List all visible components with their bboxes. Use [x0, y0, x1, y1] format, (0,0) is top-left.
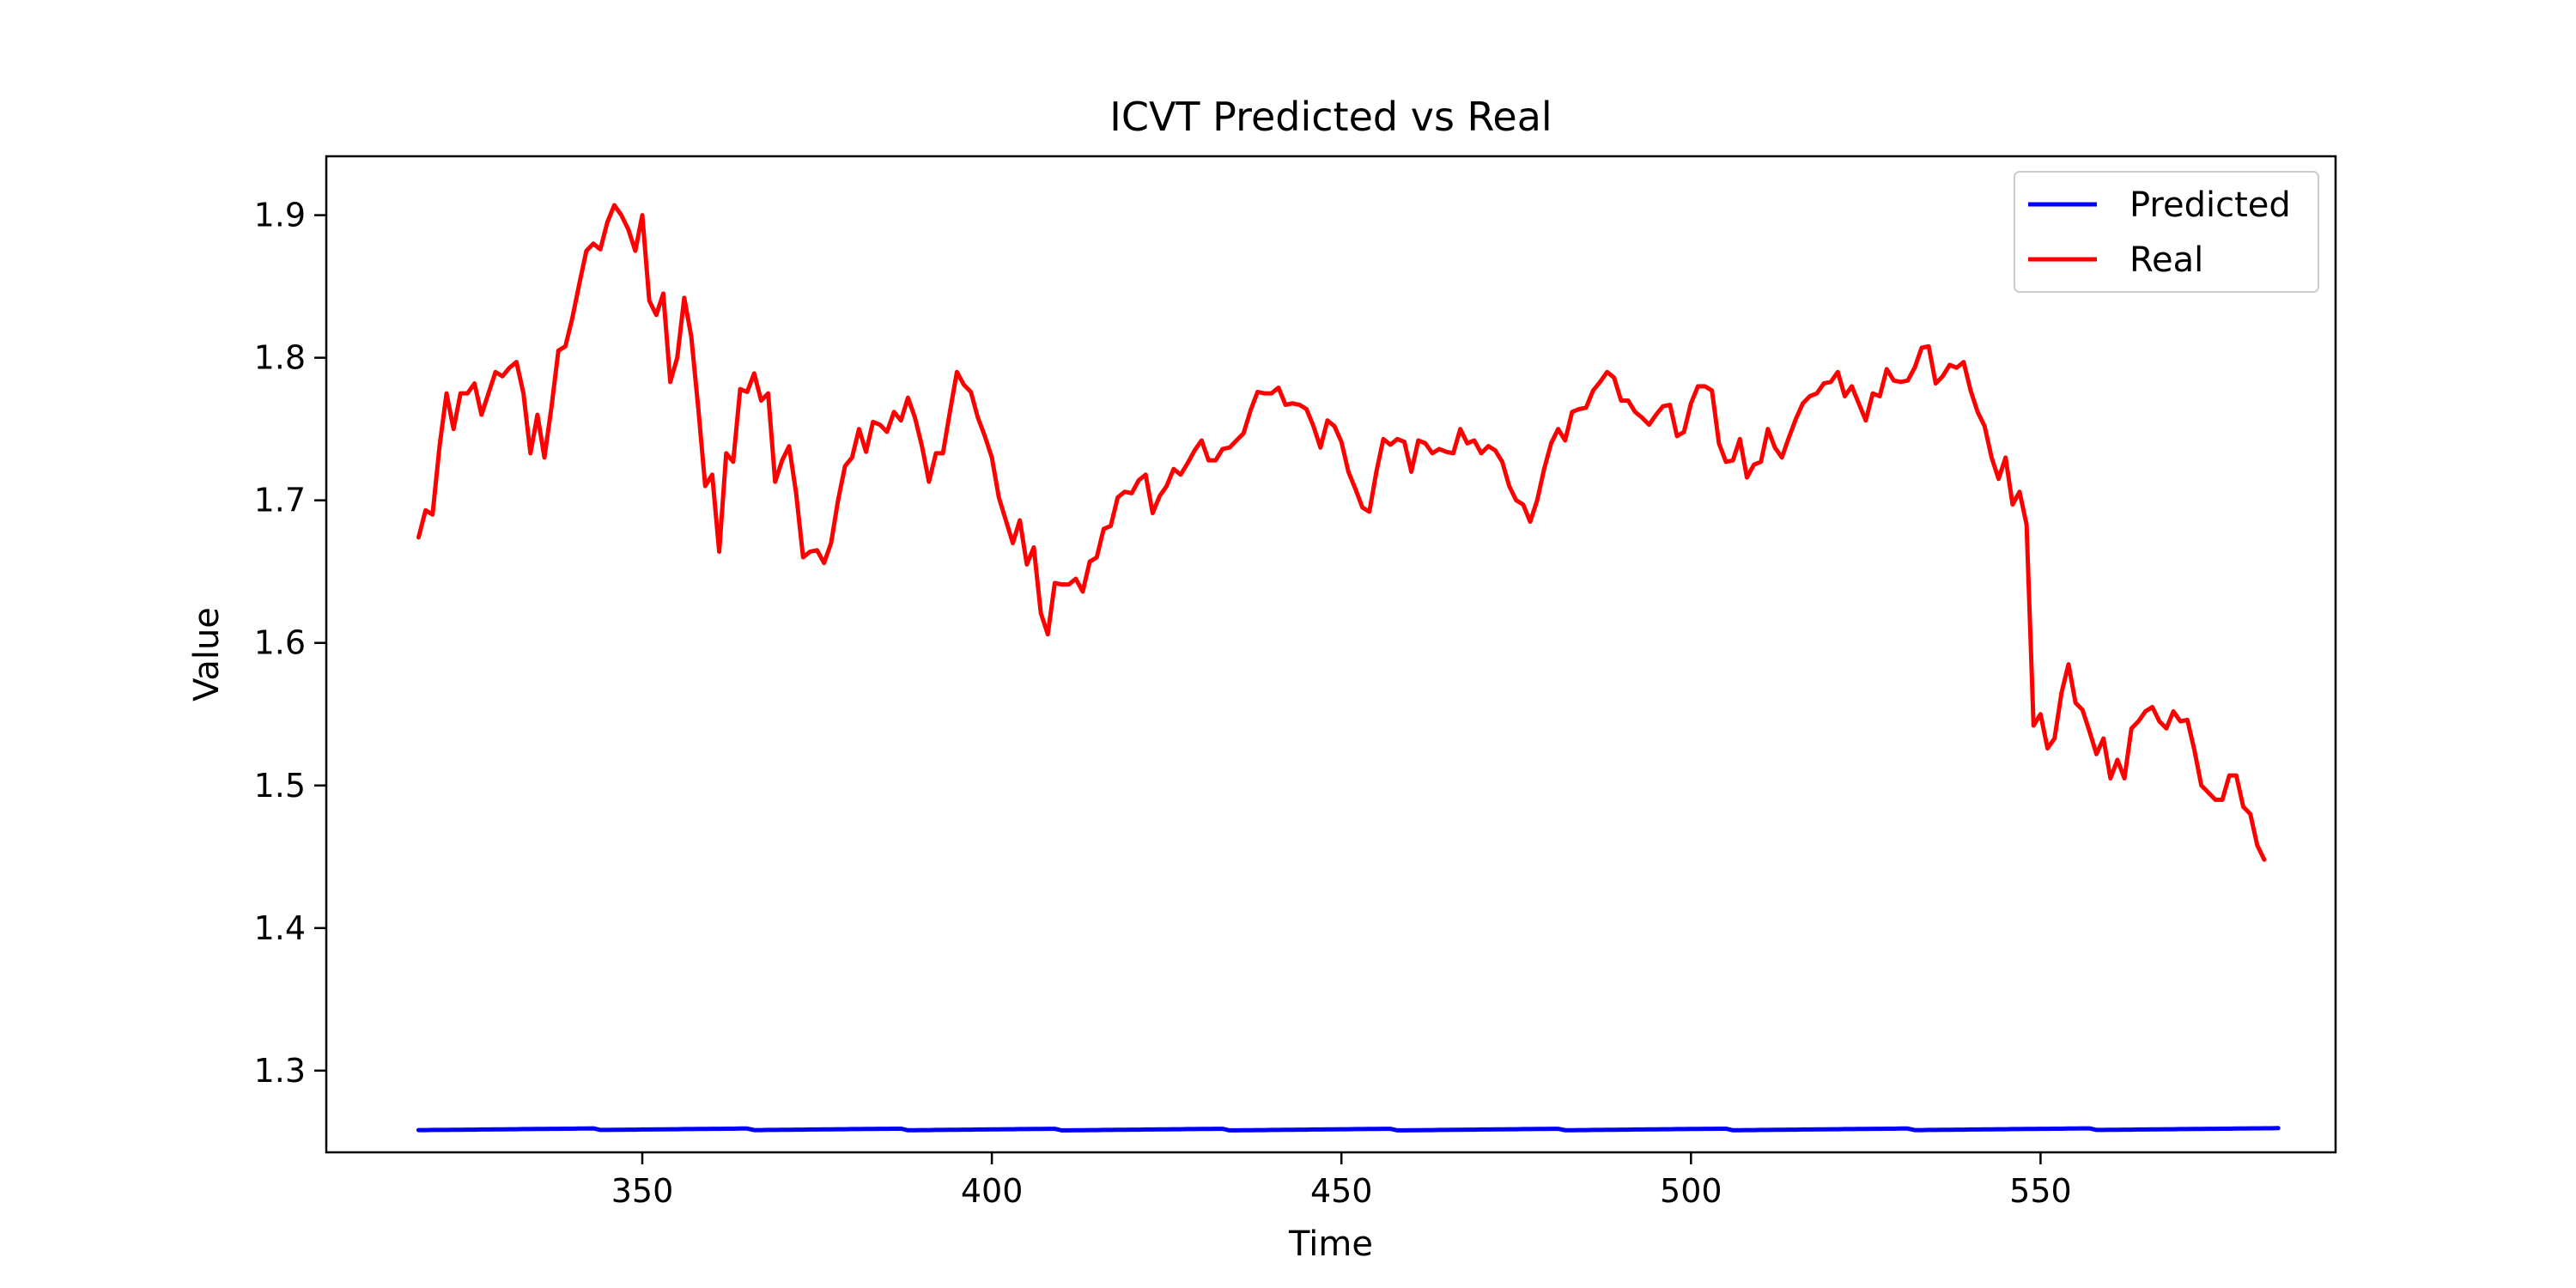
y-tick-label: 1.4 [254, 909, 306, 947]
x-tick-label: 350 [611, 1172, 674, 1210]
y-tick-label: 1.6 [254, 624, 306, 662]
legend-label-predicted: Predicted [2129, 185, 2291, 225]
legend-label-real: Real [2129, 240, 2203, 280]
legend: Predicted Real [2014, 171, 2319, 293]
x-axis-label: Time [1288, 1224, 1373, 1264]
x-tick-label: 500 [1660, 1172, 1722, 1210]
legend-box [2014, 171, 2319, 293]
y-tick-label: 1.5 [254, 767, 306, 805]
y-tick-label: 1.9 [254, 197, 306, 234]
x-tick-label: 450 [1310, 1172, 1373, 1210]
plot-area [416, 203, 2281, 1133]
chart-title: ICVT Predicted vs Real [1109, 94, 1552, 140]
y-tick-label: 1.7 [254, 482, 306, 519]
y-axis-label: Value [187, 607, 227, 702]
x-tick-label: 550 [2009, 1172, 2072, 1210]
axes-frame [325, 155, 2337, 1154]
y-tick-label: 1.3 [254, 1052, 306, 1090]
series-line-real [416, 203, 2267, 862]
y-axis: 1.3 1.4 1.5 1.6 1.7 1.8 1.9 [254, 197, 326, 1090]
series-line-predicted [416, 1126, 2281, 1133]
x-tick-label: 400 [961, 1172, 1024, 1210]
x-axis: 350 400 450 500 550 [611, 1152, 2072, 1210]
y-tick-label: 1.8 [254, 339, 306, 377]
